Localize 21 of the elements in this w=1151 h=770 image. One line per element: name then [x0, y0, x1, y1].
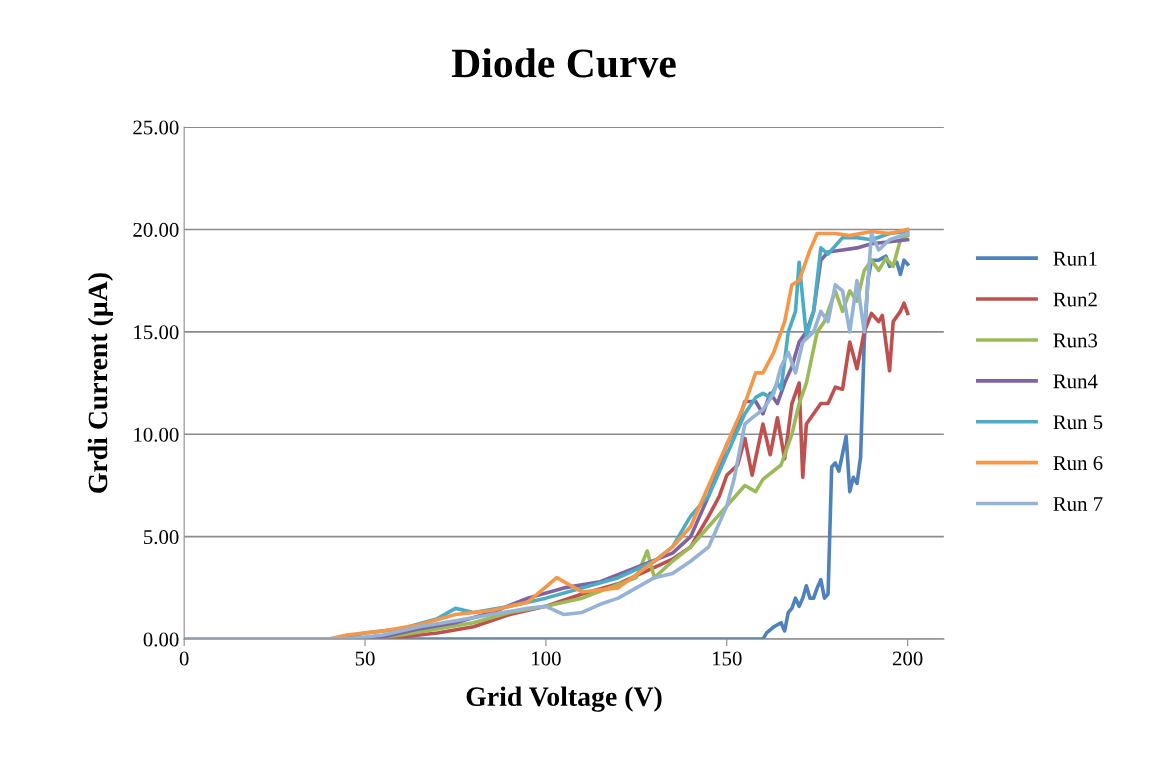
x-tick-label: 0	[179, 651, 189, 666]
x-tick-label: 100	[532, 651, 561, 666]
legend-label: Run 7	[1053, 497, 1103, 512]
x-tick-label: 200	[892, 651, 923, 666]
y-tick-label: 15.00	[134, 325, 179, 340]
legend-label: Run2	[1053, 292, 1097, 307]
x-tick-label: 150	[712, 651, 742, 666]
y-tick-label: 20.00	[133, 222, 179, 237]
chart-title: Diode Curve	[451, 48, 676, 78]
y-tick-label: 10.00	[134, 427, 179, 442]
y-tick-label: 5.00	[144, 530, 179, 545]
legend-label: Run 5	[1053, 415, 1103, 430]
x-tick-label: 50	[355, 651, 375, 666]
y-tick-label: 25.00	[133, 120, 179, 135]
legend-label: Run4	[1053, 374, 1098, 389]
legend-label: Run 6	[1053, 456, 1103, 471]
legend-label: Run1	[1053, 251, 1097, 266]
legend-label: Run3	[1053, 333, 1098, 348]
y-tick-label: 0.00	[143, 632, 179, 647]
x-axis-title: Grid Voltage (V)	[466, 686, 662, 712]
y-axis-title: Grdi Current (µA)	[87, 273, 113, 493]
